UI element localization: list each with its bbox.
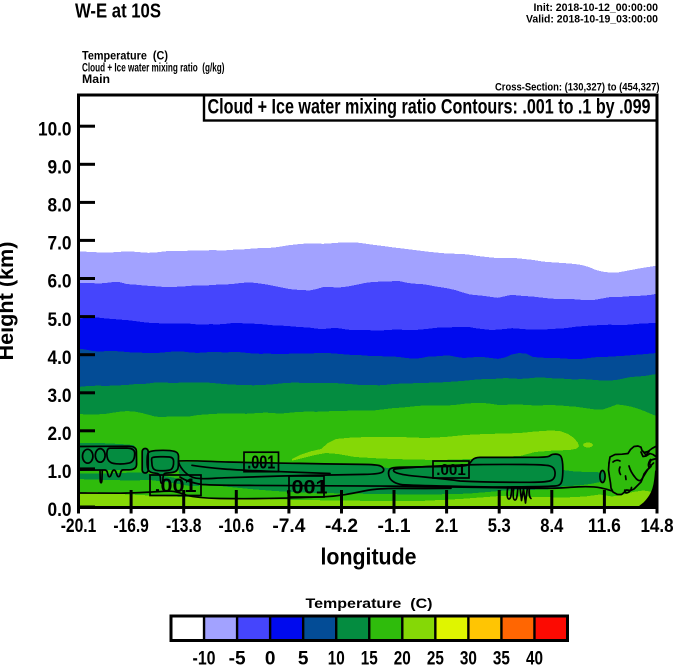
svg-text:6.0: 6.0 <box>48 272 72 293</box>
svg-text:Temperature (C): Temperature (C) <box>82 51 168 63</box>
svg-text:10.0: 10.0 <box>38 119 72 140</box>
svg-text:.001: .001 <box>247 452 275 473</box>
svg-text:-7.4: -7.4 <box>272 516 305 537</box>
svg-text:W-E at 10S: W-E at 10S <box>75 0 161 22</box>
svg-text:Height (km): Height (km) <box>0 242 18 361</box>
svg-text:40: 40 <box>526 649 543 667</box>
svg-text:Temperature (C): Temperature (C) <box>306 596 433 611</box>
svg-text:-20.1: -20.1 <box>61 516 97 537</box>
svg-text:9.0: 9.0 <box>48 158 72 179</box>
svg-text:Cloud + Ice water mixing ratio: Cloud + Ice water mixing ratio (g/kg) <box>82 62 225 74</box>
svg-text:-10.6: -10.6 <box>219 516 255 537</box>
svg-text:longitude: longitude <box>321 544 417 570</box>
svg-text:0: 0 <box>265 649 276 667</box>
svg-text:Valid: 2018-10-19_03:00:00: Valid: 2018-10-19_03:00:00 <box>526 14 658 26</box>
svg-text:14.8: 14.8 <box>641 516 674 537</box>
svg-text:2.1: 2.1 <box>435 516 458 537</box>
svg-text:.001: .001 <box>155 476 197 497</box>
svg-text:35: 35 <box>493 649 510 667</box>
svg-text:5.0: 5.0 <box>48 310 72 331</box>
svg-text:2.0: 2.0 <box>48 424 72 445</box>
svg-text:Main: Main <box>82 74 110 86</box>
svg-text:11.6: 11.6 <box>588 516 621 537</box>
svg-text:-5: -5 <box>229 649 246 667</box>
svg-text:20: 20 <box>394 649 411 667</box>
svg-text:8.4: 8.4 <box>540 516 563 537</box>
svg-text:30: 30 <box>460 649 477 667</box>
svg-text:Cross-Section: (130,327) to (4: Cross-Section: (130,327) to (454,327) <box>495 82 660 94</box>
svg-text:4.0: 4.0 <box>48 348 72 369</box>
svg-text:.001: .001 <box>286 477 328 498</box>
svg-text:5: 5 <box>298 649 309 667</box>
svg-text:0.0: 0.0 <box>48 500 72 521</box>
svg-text:1.0: 1.0 <box>48 462 72 483</box>
svg-text:-13.8: -13.8 <box>166 516 202 537</box>
svg-text:Cloud + Ice water mixing ratio: Cloud + Ice water mixing ratio Contours:… <box>208 96 651 119</box>
svg-text:7.0: 7.0 <box>48 234 72 255</box>
svg-text:8.0: 8.0 <box>48 196 72 217</box>
svg-text:3.0: 3.0 <box>48 386 72 407</box>
svg-text:-1.1: -1.1 <box>378 516 411 537</box>
svg-text:.001: .001 <box>436 462 466 479</box>
svg-text:Init: 2018-10-12_00:00:00: Init: 2018-10-12_00:00:00 <box>534 2 659 14</box>
svg-text:10: 10 <box>328 649 345 667</box>
svg-text:25: 25 <box>427 649 444 667</box>
svg-text:5.3: 5.3 <box>488 516 511 537</box>
svg-text:15: 15 <box>361 649 378 667</box>
svg-text:-16.9: -16.9 <box>113 516 149 537</box>
svg-text:-10: -10 <box>193 649 216 667</box>
svg-text:-4.2: -4.2 <box>325 516 358 537</box>
